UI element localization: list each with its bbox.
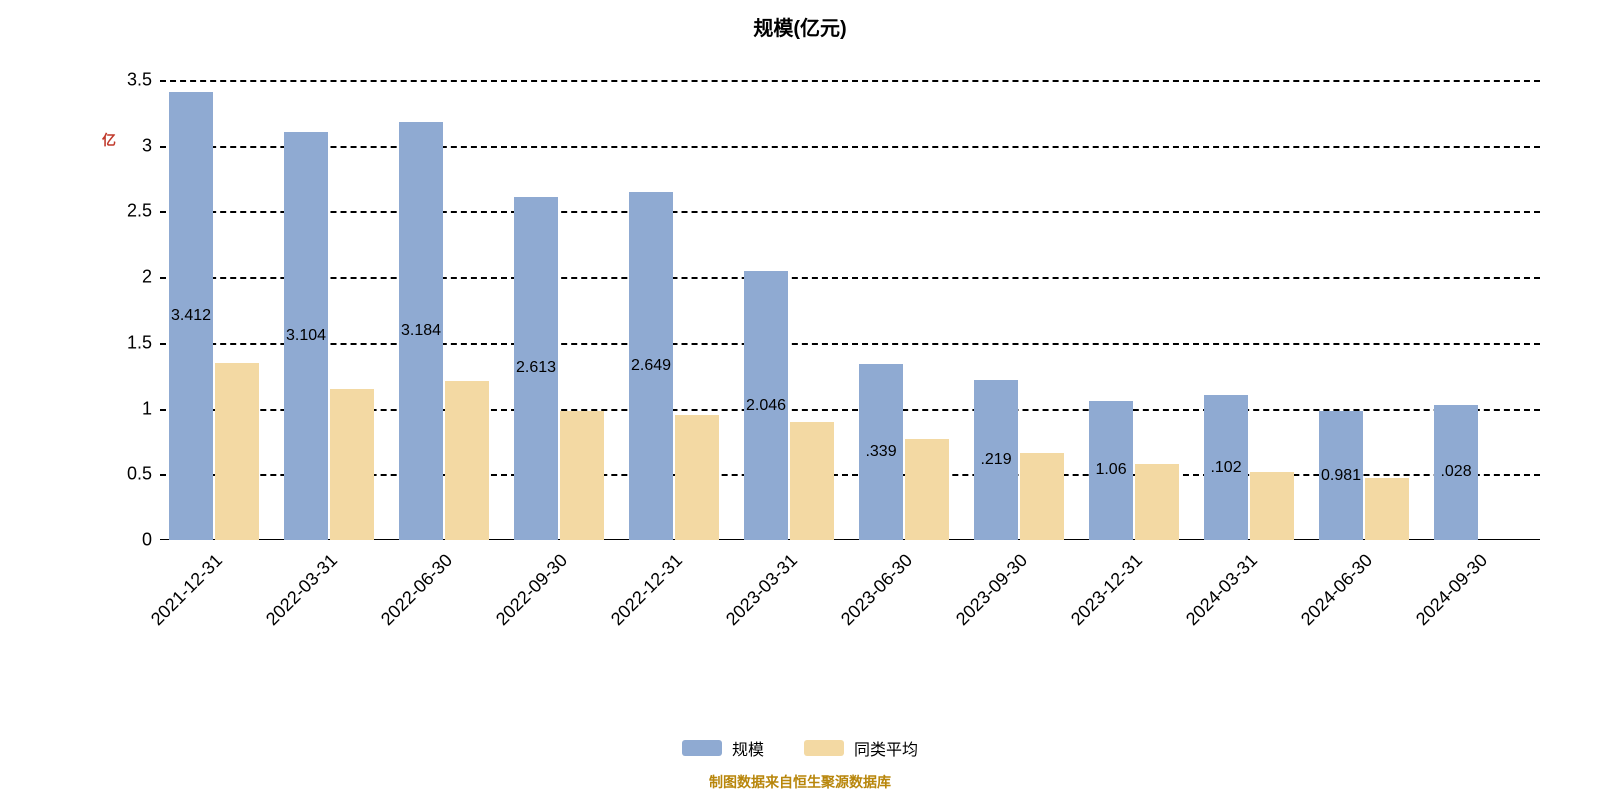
bar-value-label: .219 bbox=[980, 451, 1011, 469]
bar-value-label: 2.649 bbox=[631, 357, 671, 375]
y-tick-label: 2.5 bbox=[127, 201, 152, 222]
gridline bbox=[160, 146, 1540, 148]
bar-primary: 3.412 bbox=[169, 92, 213, 540]
legend: 规模 同类平均 bbox=[0, 736, 1600, 760]
bar-value-label: .028 bbox=[1440, 463, 1471, 481]
bar-secondary bbox=[1365, 478, 1409, 540]
x-tick-label: 2022-12-31 bbox=[607, 550, 687, 630]
footer-text: 制图数据来自恒生聚源数据库 bbox=[0, 772, 1600, 792]
bar-secondary bbox=[1250, 472, 1294, 540]
bar-secondary bbox=[560, 411, 604, 540]
bar-primary: 2.613 bbox=[514, 197, 558, 540]
y-tick-label: 2 bbox=[142, 267, 152, 288]
bar-primary: 2.046 bbox=[744, 271, 788, 540]
bar-primary: 1.06 bbox=[1089, 401, 1133, 540]
bar-value-label: 2.613 bbox=[516, 359, 556, 377]
bar-secondary bbox=[675, 415, 719, 540]
bar-primary: 2.649 bbox=[629, 192, 673, 540]
bar-value-label: 3.184 bbox=[401, 322, 441, 340]
chart-container: 规模(亿元) 亿 0 0.5 1 1.5 2 2.5 3 3.5 3.412 3.104 3.184… bbox=[0, 0, 1600, 800]
bar-value-label: .102 bbox=[1210, 459, 1241, 477]
gridline bbox=[160, 80, 1540, 82]
bar-secondary bbox=[330, 389, 374, 540]
x-tick-label: 2023-03-31 bbox=[722, 550, 802, 630]
y-tick-label: 1.5 bbox=[127, 332, 152, 353]
bar-secondary bbox=[215, 363, 259, 540]
legend-swatch bbox=[682, 740, 722, 756]
legend-label: 同类平均 bbox=[854, 736, 918, 760]
bar-primary: .219 bbox=[974, 380, 1018, 540]
gridline bbox=[160, 343, 1540, 345]
bar-primary: .028 bbox=[1434, 405, 1478, 540]
bar-primary: 0.981 bbox=[1319, 411, 1363, 540]
x-tick-label: 2024-03-31 bbox=[1182, 550, 1262, 630]
legend-item: 规模 bbox=[682, 736, 764, 760]
y-tick-label: 3.5 bbox=[127, 70, 152, 91]
bar-value-label: 3.412 bbox=[171, 307, 211, 325]
bar-secondary bbox=[445, 381, 489, 540]
bar-primary: .339 bbox=[859, 364, 903, 540]
x-tick-label: 2021-12-31 bbox=[147, 550, 227, 630]
x-tick-label: 2023-06-30 bbox=[837, 550, 917, 630]
bar-primary: 3.104 bbox=[284, 132, 328, 540]
x-tick-label: 2022-09-30 bbox=[492, 550, 572, 630]
bar-secondary bbox=[1020, 453, 1064, 540]
bar-secondary bbox=[1135, 464, 1179, 540]
x-tick-label: 2023-12-31 bbox=[1067, 550, 1147, 630]
bar-value-label: 2.046 bbox=[746, 397, 786, 415]
bar-secondary bbox=[790, 422, 834, 540]
y-tick-label: 0.5 bbox=[127, 464, 152, 485]
gridline bbox=[160, 277, 1540, 279]
y-tick-label: 3 bbox=[142, 135, 152, 156]
x-axis-labels: 2021-12-312022-03-312022-06-302022-09-30… bbox=[160, 550, 1540, 720]
y-tick-label: 1 bbox=[142, 398, 152, 419]
bar-secondary bbox=[905, 439, 949, 540]
bar-value-label: 3.104 bbox=[286, 327, 326, 345]
y-tick-label: 0 bbox=[142, 530, 152, 551]
bar-primary: 3.184 bbox=[399, 122, 443, 540]
bar-value-label: .339 bbox=[865, 443, 896, 461]
bar-value-label: 0.981 bbox=[1321, 467, 1361, 485]
x-tick-label: 2022-06-30 bbox=[377, 550, 457, 630]
x-tick-label: 2024-06-30 bbox=[1297, 550, 1377, 630]
chart-title: 规模(亿元) bbox=[0, 12, 1600, 41]
plot-area: 00.511.522.533.53.4123.1043.1842.6132.64… bbox=[160, 80, 1540, 540]
legend-swatch bbox=[804, 740, 844, 756]
x-tick-label: 2023-09-30 bbox=[952, 550, 1032, 630]
legend-item: 同类平均 bbox=[804, 736, 918, 760]
bar-value-label: 1.06 bbox=[1095, 461, 1126, 479]
gridline bbox=[160, 211, 1540, 213]
bar-primary: .102 bbox=[1204, 395, 1248, 540]
yaxis-label: 亿 bbox=[102, 130, 116, 150]
legend-label: 规模 bbox=[732, 736, 764, 760]
x-tick-label: 2022-03-31 bbox=[262, 550, 342, 630]
x-tick-label: 2024-09-30 bbox=[1412, 550, 1492, 630]
